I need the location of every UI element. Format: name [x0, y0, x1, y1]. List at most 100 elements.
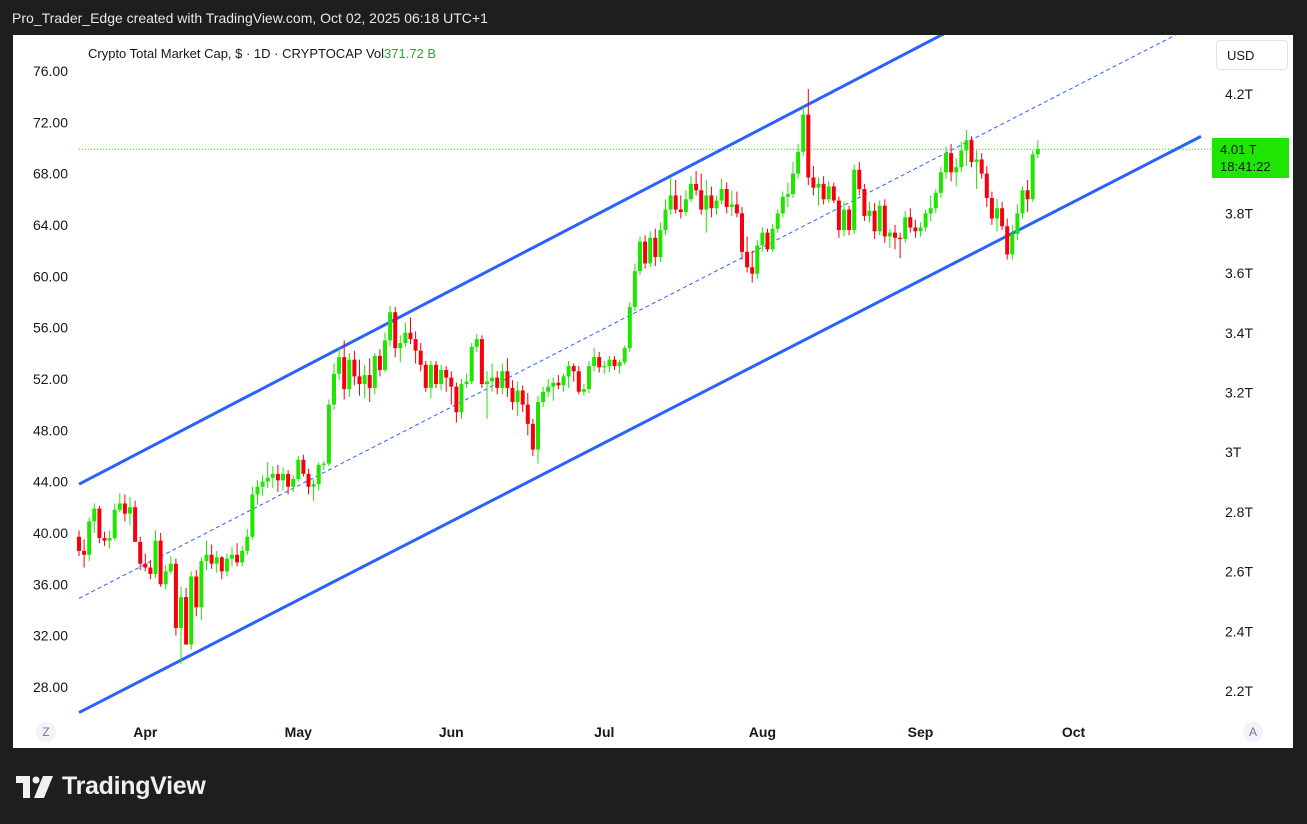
volume-label: Vol [365, 46, 385, 61]
candle-body [245, 536, 250, 551]
candle-body [403, 332, 408, 343]
candle-body [632, 271, 637, 308]
candle-body [964, 140, 969, 151]
candle-body [214, 557, 219, 564]
candle-body [842, 209, 846, 231]
candle-body [525, 404, 530, 424]
candle-body [791, 173, 795, 195]
candle-body [490, 377, 495, 382]
chart-panel[interactable]: 76.00 72.00 68.00 64.00 60.00 56.00 52.00 48.00… [13, 35, 1293, 748]
candle-body [189, 576, 194, 645]
candle-body [592, 357, 597, 367]
candle-body [536, 402, 540, 450]
symbol-legend[interactable]: Crypto Total Market Cap, $ · 1D · CRYPTO… [88, 46, 436, 61]
candle-body [459, 384, 464, 413]
candle-body [500, 371, 505, 388]
candle-body [321, 463, 326, 465]
left-axis-tick-label: 52.00 [33, 371, 68, 387]
currency-selector[interactable]: USD [1216, 40, 1288, 70]
time-axis-month-label: May [285, 724, 312, 740]
candle-body [1030, 154, 1035, 200]
volume-value: 371.72 B [384, 46, 437, 61]
candle-body [918, 227, 923, 232]
candle-body [255, 486, 260, 495]
candle-body [694, 183, 699, 191]
candle-body [153, 540, 158, 574]
candle-body [689, 183, 693, 200]
candle-body [663, 209, 668, 231]
candle-body [117, 503, 122, 510]
candle-body [301, 459, 306, 474]
candle-body [796, 151, 801, 174]
candle-body [168, 563, 173, 572]
candle-body [1000, 208, 1005, 227]
candle-body [938, 172, 943, 193]
time-axis-month-label: Aug [749, 724, 776, 740]
candle-body [643, 241, 648, 264]
candle-body [551, 382, 556, 387]
right-axis-tick-label: 4.2T [1225, 86, 1253, 102]
candle-body [816, 183, 821, 188]
candle-body [388, 312, 393, 341]
candle-body [760, 232, 765, 246]
left-axis-tick-label: 68.00 [33, 166, 68, 182]
candle-body [597, 357, 602, 368]
candle-body [867, 210, 872, 216]
candle-body [546, 386, 551, 392]
candle-body [903, 217, 908, 240]
auto-scale-button[interactable]: A [1243, 722, 1263, 742]
candle-body [979, 159, 984, 174]
symbol-title[interactable]: Crypto Total Market Cap, $ · 1D · CRYPTO… [88, 46, 363, 61]
candle-body [265, 477, 270, 482]
candle-body [765, 232, 770, 250]
left-axis-scale-button[interactable]: Z [36, 722, 56, 742]
candle-body [989, 197, 994, 219]
candle-body [194, 576, 199, 608]
tradingview-logo-icon [16, 775, 53, 798]
candle-body [148, 567, 153, 574]
candle-body [306, 473, 311, 487]
candle-body [184, 597, 189, 645]
right-axis-tick-label: 2.8T [1225, 504, 1253, 520]
candle-body [138, 541, 143, 564]
candle-body [862, 188, 867, 216]
candle-body [801, 114, 806, 152]
candle-body [617, 362, 622, 367]
right-axis-tick-label: 2.6T [1225, 564, 1253, 580]
candle-body [1010, 233, 1015, 255]
candle-body [734, 204, 739, 214]
candle-body [495, 377, 500, 388]
tradingview-brand[interactable]: TradingView [16, 772, 206, 801]
price-chart[interactable]: 76.00 72.00 68.00 64.00 60.00 56.00 52.00 48.00… [13, 35, 1293, 748]
candle-body [224, 558, 229, 572]
left-axis-tick-label: 48.00 [33, 422, 68, 438]
channel-mid-line [78, 35, 1176, 599]
last-price-tag: 4.01 T 18:41:22 [1212, 138, 1289, 178]
candle-body [959, 150, 964, 168]
candle-body [122, 503, 127, 514]
candle-body [719, 188, 724, 201]
right-axis-tick-label: 3.8T [1225, 205, 1253, 221]
candle-body [219, 557, 224, 572]
candle-body [673, 195, 678, 210]
left-axis-tick-label: 40.00 [33, 525, 68, 541]
candle-body [852, 169, 857, 231]
candle-body [530, 423, 535, 450]
time-axis-month-label: Oct [1062, 724, 1086, 740]
candle-body [729, 204, 734, 207]
candle-body [281, 473, 285, 481]
candle-body [474, 339, 479, 347]
candle-body [770, 228, 775, 250]
candle-body [428, 364, 433, 388]
candle-body [505, 371, 510, 388]
channel-upper-line [78, 35, 945, 486]
time-axis-month-label: Apr [133, 724, 158, 740]
candle-body [750, 267, 755, 274]
candle-body [908, 217, 913, 228]
candle-body [898, 237, 903, 240]
candle-body [270, 473, 275, 478]
candle-body [163, 571, 168, 585]
candle-body [102, 538, 107, 541]
candle-body [510, 387, 515, 403]
candle-body [872, 210, 877, 232]
